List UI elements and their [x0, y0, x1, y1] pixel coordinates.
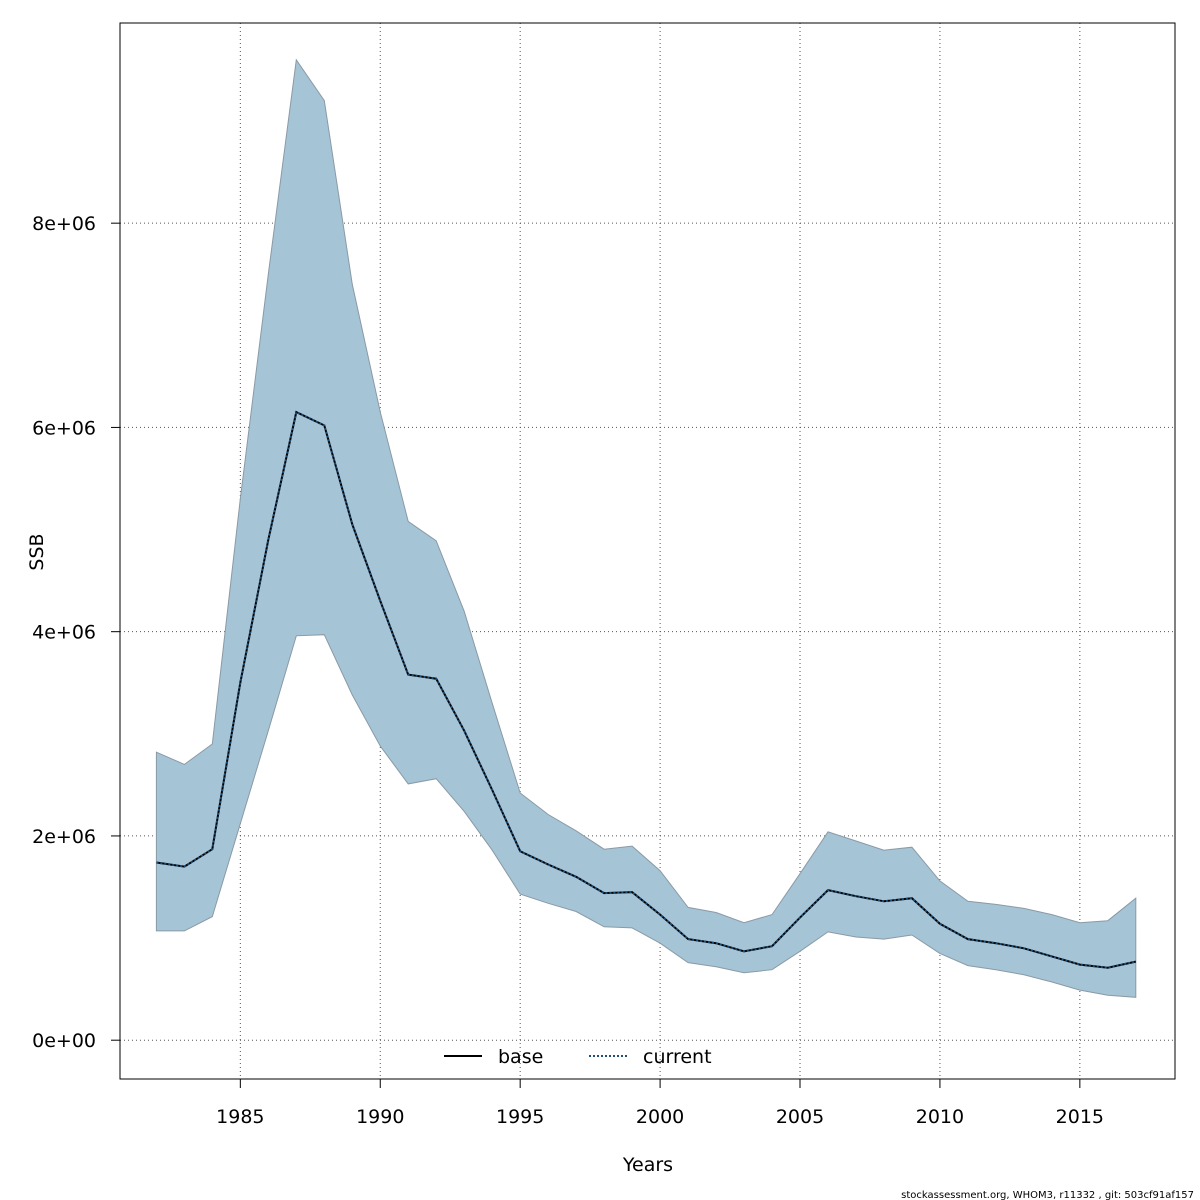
x-tick-label-3: 2000: [636, 1106, 684, 1128]
y-tick-label-0: 0e+00: [32, 1030, 96, 1052]
y-axis-label: SSB: [26, 533, 48, 570]
x-tick-label-6: 2015: [1056, 1106, 1104, 1128]
confidence-band: [155, 58, 1137, 998]
legend-label-base: base: [498, 1046, 543, 1068]
y-axis-ticks: 0e+00 2e+06 4e+06 6e+06 8e+06: [32, 213, 120, 1052]
y-tick-label-4: 8e+06: [32, 213, 96, 235]
plot-frame: [119, 22, 1176, 1080]
y-tick-label-2: 4e+06: [32, 622, 96, 644]
legend-label-current: current: [643, 1046, 712, 1068]
x-tick-label-4: 2005: [776, 1106, 824, 1128]
y-tick-label-3: 6e+06: [32, 417, 96, 439]
series-line-current: [156, 410, 1137, 969]
x-tick-label-2: 1995: [496, 1106, 544, 1128]
x-tick-label-0: 1985: [216, 1106, 264, 1128]
grid: [120, 23, 1175, 1079]
x-axis-label: Years: [622, 1154, 673, 1176]
x-tick-label-5: 2010: [916, 1106, 964, 1128]
footer-credit: stockassessment.org, WHOM3, r11332 , git…: [901, 1190, 1194, 1200]
legend: base current: [444, 1046, 712, 1068]
series-lines: [156, 410, 1137, 969]
x-axis-ticks: 1985 1990 1995 2000 2005 2010 2015: [216, 1079, 1104, 1128]
x-tick-label-1: 1990: [356, 1106, 404, 1128]
y-tick-label-1: 2e+06: [32, 826, 96, 848]
